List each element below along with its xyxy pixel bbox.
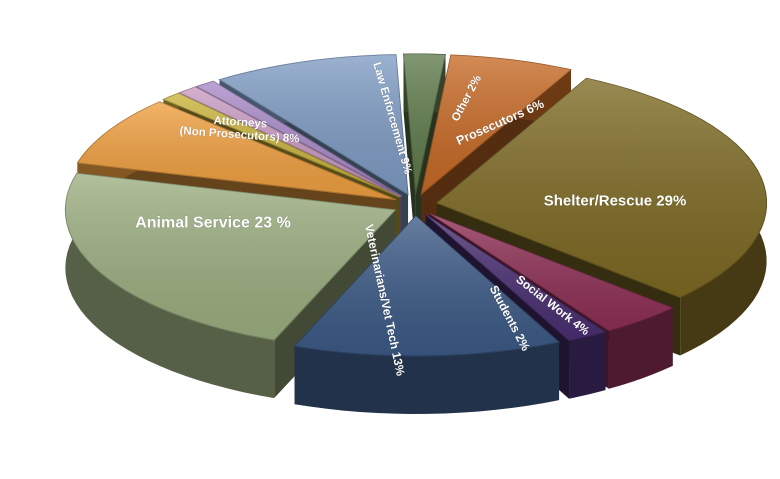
slice-gloss-unlabeled-7 [179, 86, 401, 197]
slice-gloss-unlabeled-8 [196, 81, 402, 197]
slice-rim-veterinarians-vet-tech [294, 342, 560, 414]
slice-rim-animal-service [65, 173, 275, 399]
slice-gloss-prosecutors [421, 55, 571, 195]
slice-gloss-law-enforcement [219, 54, 409, 195]
slice-gloss-students [425, 214, 606, 341]
slice-gloss-animal-service [65, 173, 396, 341]
slice-gloss-veterinarians-vet-tech [294, 215, 560, 356]
slice-label-shelter-rescue: Shelter/Rescue 29% [544, 192, 687, 209]
slice-gloss-other [403, 54, 446, 195]
slice-gloss-social-work [429, 213, 673, 331]
slice-gloss-unlabeled-6 [163, 93, 400, 198]
slice-label-animal-service: Animal Service 23 % [135, 215, 291, 232]
slice-rim-students [569, 332, 606, 399]
slice-gloss-attorneys-non-prosecutors [77, 101, 396, 200]
slice-gloss-shelter-rescue [436, 78, 767, 298]
slice-rim-social-work [608, 307, 673, 389]
pie-tops [64, 53, 768, 357]
